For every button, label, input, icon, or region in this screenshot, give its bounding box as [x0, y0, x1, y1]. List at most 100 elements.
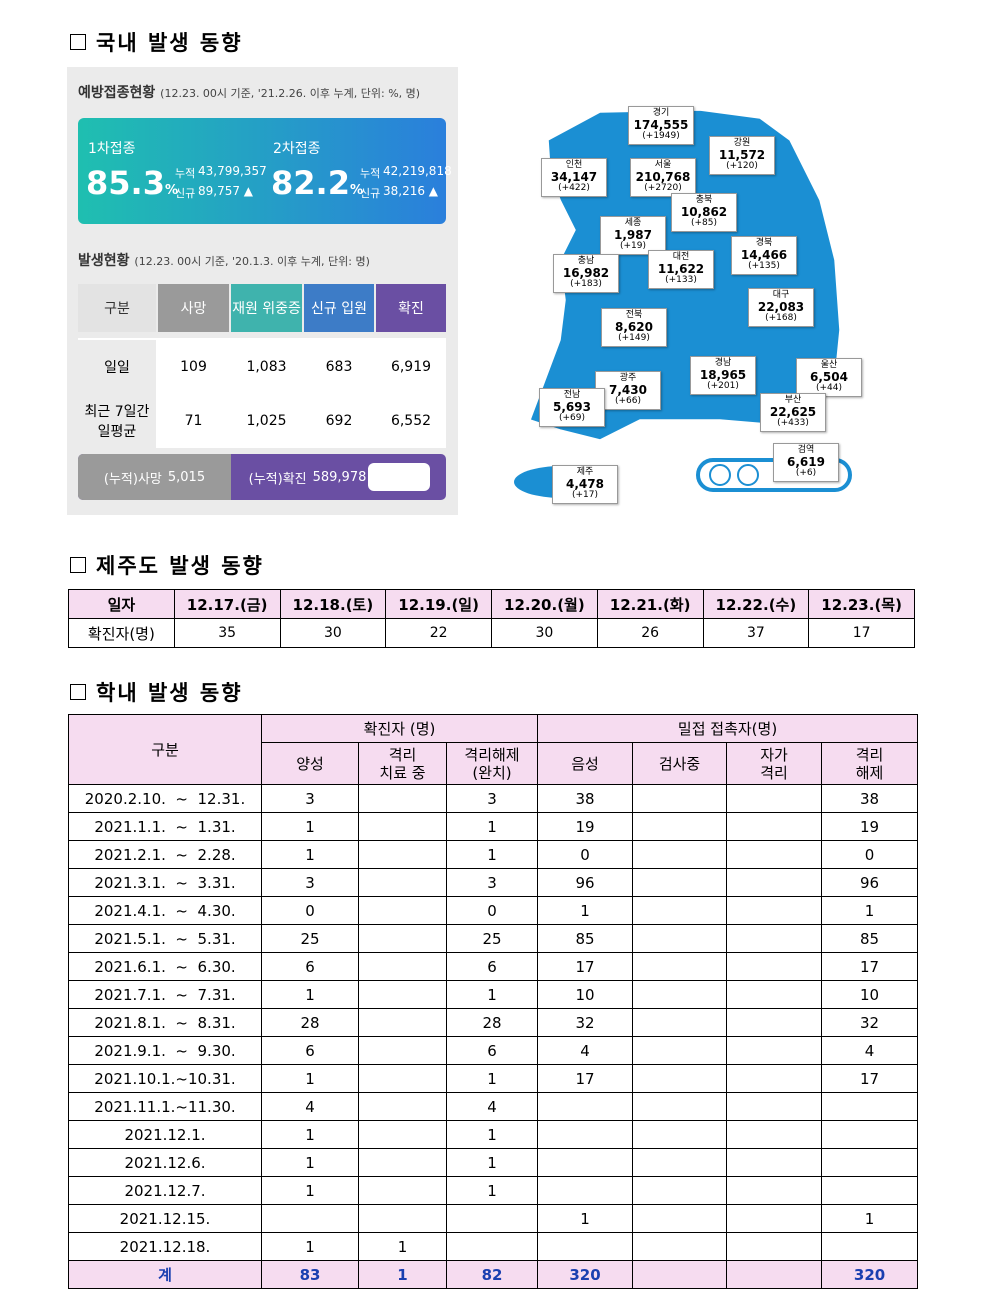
panel-title: 발생현황 (12.23. 00시 기준, '20.1.3. 이후 누계, 단위:…: [78, 250, 370, 270]
cell: [632, 1036, 728, 1065]
checkbox-icon: [70, 34, 86, 50]
section-title: 국내 발생 동향: [96, 31, 243, 55]
cell: [358, 1176, 447, 1205]
cell: 2021.10.1.~10.31.: [68, 1064, 262, 1093]
data-row: 최근 7일간 일평균 71 1,025 692 6,552: [78, 394, 446, 448]
header-cell: 12.18.(토): [279, 589, 387, 619]
region-count: 11,622: [657, 261, 705, 276]
total-cell: 계: [68, 1260, 262, 1289]
airport-icon: [709, 464, 731, 486]
cell: 4: [445, 1092, 539, 1121]
region-label: 울산 6,504 (+44): [796, 358, 862, 397]
data-row: 2021.1.1. ~ 1.31. 1 1 19 19: [68, 812, 919, 841]
region-count: 4,478: [566, 476, 604, 491]
region-change: (+1949): [642, 131, 680, 142]
region-label: 부산 22,625 (+433): [760, 393, 826, 432]
region-label: 전남 5,693 (+69): [539, 388, 605, 427]
data-row: 2021.8.1. ~ 8.31. 28 28 32 32: [68, 1008, 919, 1037]
dose-rate: 82.2%: [271, 164, 363, 202]
cell: 2021.12.18.: [68, 1232, 262, 1261]
region-change: (+6): [795, 468, 817, 479]
data-row: 확진자(명) 35 30 22 30 26 37 17: [68, 618, 915, 648]
cell: [632, 924, 728, 953]
total-item: (누적)사망 5,015: [78, 454, 231, 500]
cell: 1: [261, 1232, 359, 1261]
cell: [821, 1176, 919, 1205]
cell: 2021.12.15.: [68, 1204, 262, 1233]
region-label: 제주 4,478 (+17): [552, 465, 618, 504]
cell: [726, 980, 823, 1009]
cell: 17: [808, 618, 915, 648]
region-count: 210,768: [635, 169, 691, 184]
rate-unit: %: [349, 183, 363, 198]
region-label: 서울 210,768 (+2720): [630, 158, 696, 197]
header-cell: 12.22.(수): [702, 589, 810, 619]
jeju-table: 일자 12.17.(금) 12.18.(토) 12.19.(일) 12.20.(월) 12…: [68, 589, 915, 648]
cell: 1: [445, 1064, 539, 1093]
cell: 6,919: [390, 359, 432, 375]
cell: 1: [445, 1176, 539, 1205]
region-change: (+85): [690, 218, 717, 229]
cell: 28: [261, 1008, 359, 1037]
cell: [821, 1148, 919, 1177]
cell: 1: [261, 840, 359, 869]
school-table: 구분 확진자 (명) 밀접 접촉자(명) 양성 격리 치료 중 격리해제 (완치) 음…: [68, 714, 919, 1289]
data-row: 2021.7.1. ~ 7.31. 1 1 10 10: [68, 980, 919, 1009]
cell: 683: [325, 359, 353, 375]
cell: 96: [537, 868, 634, 897]
cell: 0: [445, 896, 539, 925]
cell: [726, 896, 823, 925]
new-label: 신규: [360, 187, 381, 200]
cell: 32: [821, 1008, 919, 1037]
cell: 30: [279, 618, 387, 648]
cell: 26: [596, 618, 704, 648]
total-value: 589,978: [312, 469, 367, 485]
cell: 1: [261, 1120, 359, 1149]
cell: [358, 1148, 447, 1177]
region-name: 경남: [714, 358, 732, 368]
cell: 2021.9.1. ~ 9.30.: [68, 1036, 262, 1065]
cell: 17: [821, 1064, 919, 1093]
cell: 2021.6.1. ~ 6.30.: [68, 952, 262, 981]
region-label: 검역 6,619 (+6): [773, 443, 839, 482]
cell: 1: [445, 1148, 539, 1177]
region-change: (+44): [815, 383, 842, 394]
header-cell: 양성: [261, 742, 359, 785]
total-item: (누적)확진 589,978: [231, 454, 384, 500]
note: (12.23. 00시 기준, '21.2.26. 이후 누계, 단위: %, …: [160, 87, 421, 100]
region-count: 22,625: [769, 404, 817, 419]
header-cell: 확진: [376, 284, 446, 332]
region-change: (+201): [707, 381, 739, 392]
region-label: 전북 8,620 (+149): [601, 308, 667, 347]
header-cell: 일자: [68, 589, 175, 619]
region-count: 16,982: [562, 265, 610, 280]
cell: [537, 1092, 634, 1121]
header-cell: 12.23.(목): [808, 589, 915, 619]
cell: [726, 1092, 823, 1121]
region-label: 충북 10,862 (+85): [671, 193, 737, 232]
total-cell: 320: [537, 1260, 634, 1289]
rate-value: 85.3: [86, 164, 165, 202]
region-name: 제주: [576, 467, 594, 477]
new-value: 89,757 ▲: [198, 184, 254, 198]
cell: [726, 784, 823, 813]
cell: [358, 980, 447, 1009]
cell: [632, 840, 728, 869]
cell: [632, 1232, 728, 1261]
data-row: 2021.12.18. 1 1: [68, 1232, 919, 1261]
header-row: 구분 사망 재원 위중증 신규 입원 확진: [78, 284, 446, 332]
data-row: 2021.10.1.~10.31. 1 1 17 17: [68, 1064, 919, 1093]
dose-label: 1차접종: [88, 141, 136, 157]
region-count: 1,987: [614, 227, 652, 242]
data-row: 2021.2.1. ~ 2.28. 1 1 0 0: [68, 840, 919, 869]
cell: 1: [537, 896, 634, 925]
region-change: (+149): [618, 333, 650, 344]
cell: 2021.12.1.: [68, 1120, 262, 1149]
region-name: 전북: [625, 310, 643, 320]
cell: [632, 980, 728, 1009]
cell: 71: [184, 413, 203, 429]
cell: 1: [445, 812, 539, 841]
region-count: 8,620: [615, 319, 653, 334]
cell: 1: [261, 812, 359, 841]
cell: 2021.1.1. ~ 1.31.: [68, 812, 262, 841]
